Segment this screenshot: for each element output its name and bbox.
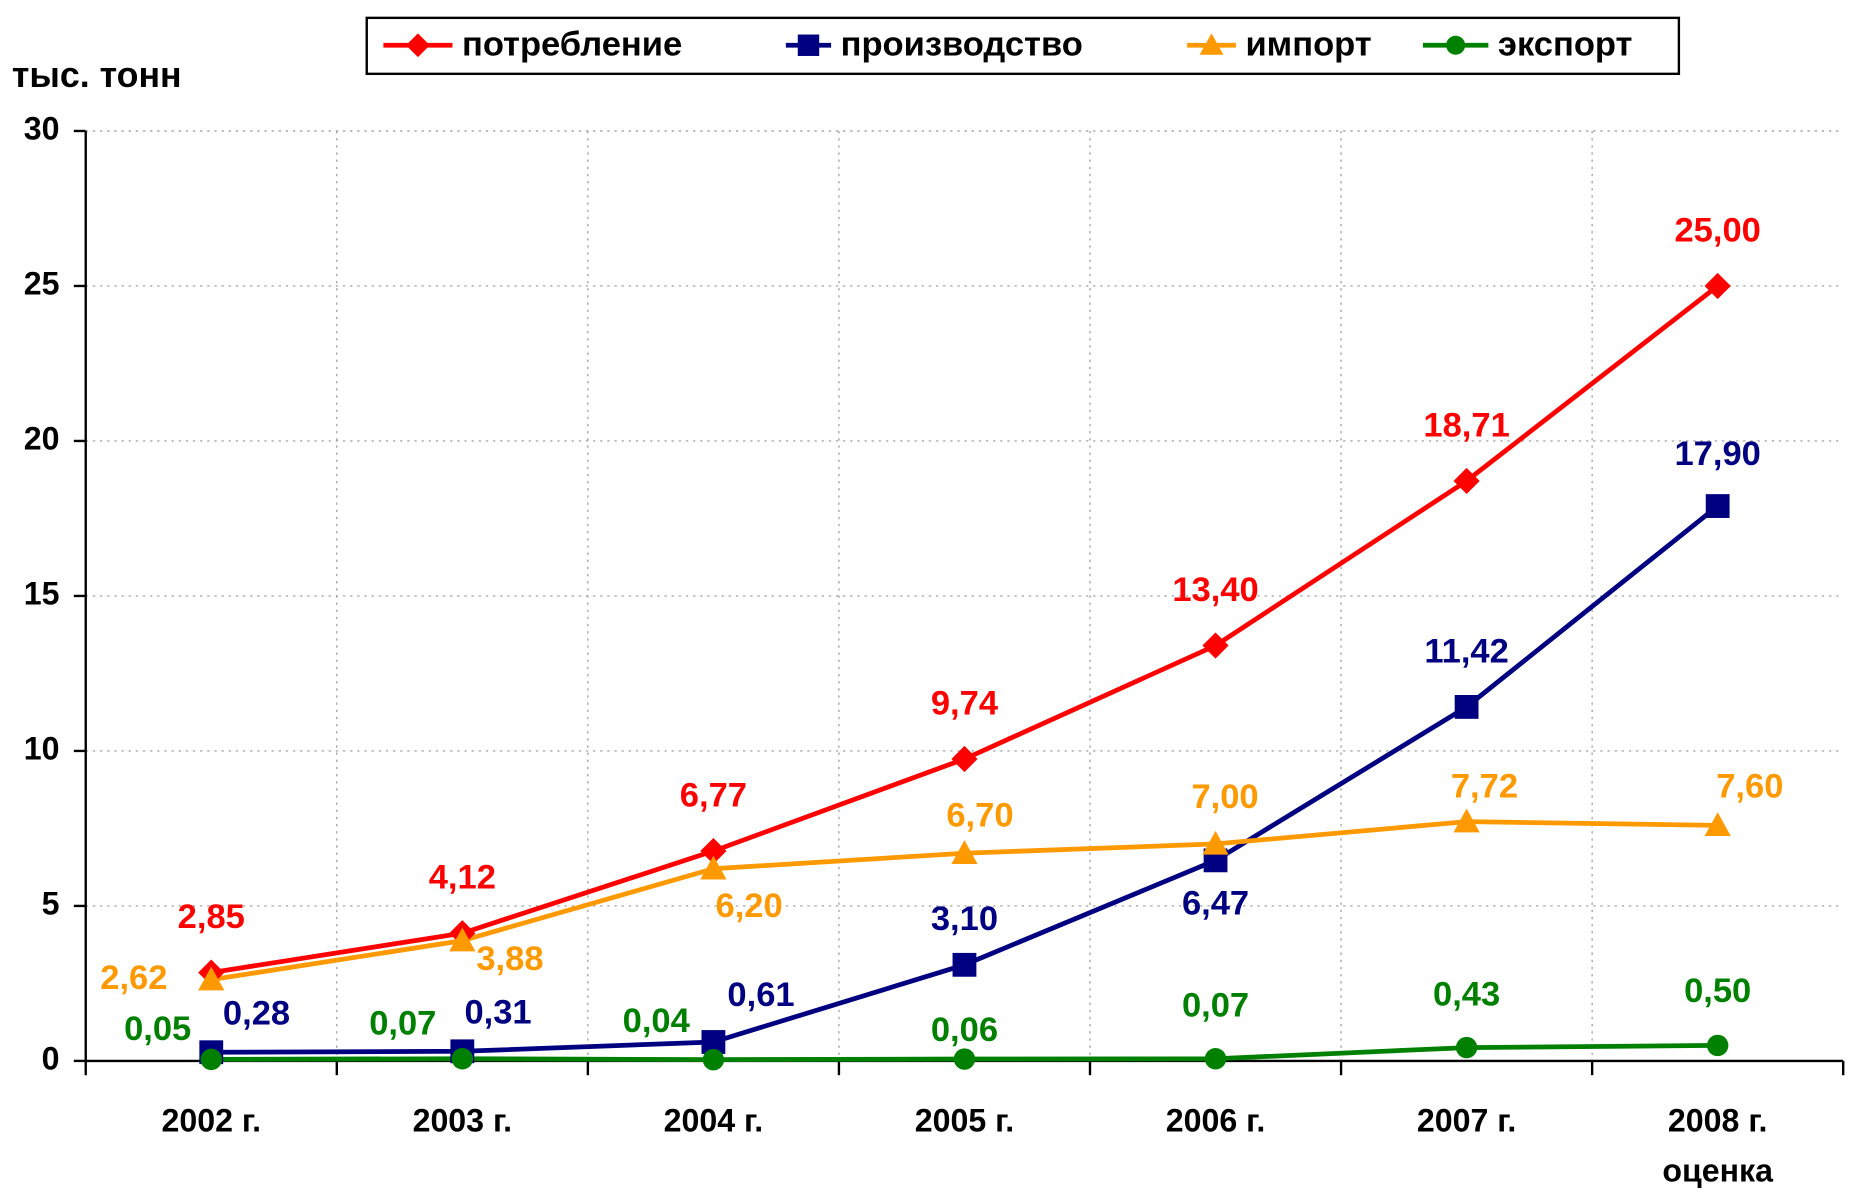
marker (1453, 467, 1480, 495)
x-tick-label: 2004 г. (664, 1102, 763, 1138)
x-tick-label: 2008 г. (1668, 1102, 1767, 1138)
legend-label: потребление (462, 26, 682, 64)
x-tick-label: 2005 г. (915, 1102, 1014, 1138)
data-label: 0,28 (223, 994, 290, 1032)
data-label: 4,12 (429, 859, 496, 897)
data-label: 0,06 (931, 1011, 998, 1049)
y-axis-label: тыс. тонн (12, 55, 182, 95)
data-label: 6,70 (946, 797, 1013, 835)
marker (1706, 1034, 1729, 1057)
data-label: 0,50 (1684, 972, 1751, 1010)
data-label: 25,00 (1674, 212, 1760, 250)
data-label: 3,10 (931, 900, 998, 938)
y-tick-label: 10 (24, 730, 60, 766)
y-tick-label: 30 (24, 110, 60, 146)
data-label: 6,20 (716, 887, 783, 925)
x-tick-label: 2002 г. (162, 1102, 261, 1138)
marker (797, 34, 820, 56)
marker (1199, 33, 1224, 55)
marker (200, 1048, 222, 1071)
data-label: 6,47 (1182, 885, 1249, 923)
marker (1202, 632, 1229, 659)
plot-root: тыс. тонн 0 5 10 15 20 25 30 2002 г. 2003 г. 2004… (12, 16, 1845, 1188)
marker (1705, 494, 1730, 518)
x-tick-label: 2003 г. (413, 1102, 512, 1138)
y-tick-label: 5 (42, 885, 60, 921)
data-label: 0,05 (124, 1010, 191, 1048)
x-tick-label: 2007 г. (1417, 1102, 1516, 1138)
data-label: 0,31 (464, 994, 531, 1032)
marker (1454, 695, 1479, 719)
data-label: 7,72 (1451, 767, 1518, 805)
y-tick-label: 20 (24, 420, 60, 456)
data-label: 7,60 (1716, 768, 1783, 806)
marker (451, 1048, 474, 1070)
data-label: 0,61 (727, 976, 794, 1014)
data-label: 0,43 (1433, 976, 1500, 1014)
data-label: 13,40 (1172, 571, 1258, 609)
data-label: 7,00 (1191, 778, 1258, 816)
data-label: 0,07 (369, 1005, 436, 1043)
data-label: 11,42 (1424, 632, 1508, 670)
marker (951, 840, 978, 864)
legend-label: импорт (1245, 26, 1371, 64)
data-label: 2,62 (100, 959, 167, 997)
marker (953, 1048, 976, 1070)
marker (952, 952, 977, 977)
marker (1455, 1036, 1478, 1059)
legend-label: экспорт (1498, 26, 1633, 64)
x-tick-note: оценка (1662, 1152, 1774, 1188)
data-label: 17,90 (1674, 435, 1760, 473)
marker (1202, 830, 1229, 855)
data-label: 0,07 (1182, 987, 1249, 1025)
y-tick-label: 0 (42, 1040, 60, 1076)
marker (1704, 272, 1731, 300)
marker (1704, 812, 1731, 837)
marker (702, 1048, 725, 1071)
marker (449, 927, 476, 952)
legend-label: производство (841, 26, 1083, 64)
y-tick-label: 25 (24, 265, 60, 301)
marker (1446, 35, 1466, 55)
data-label: 2,85 (178, 898, 245, 936)
data-label: 0,04 (623, 1002, 691, 1040)
marker (1453, 808, 1480, 833)
marker (701, 1030, 726, 1054)
marker (198, 966, 225, 991)
data-label: 9,74 (931, 685, 999, 723)
y-tick-label: 15 (24, 575, 60, 611)
x-tick-label: 2006 г. (1166, 1102, 1265, 1138)
marker (1204, 1048, 1227, 1070)
data-label: 3,88 (476, 940, 543, 978)
marker (700, 855, 727, 880)
data-label: 18,71 (1423, 406, 1509, 444)
data-label: 6,77 (680, 777, 747, 815)
